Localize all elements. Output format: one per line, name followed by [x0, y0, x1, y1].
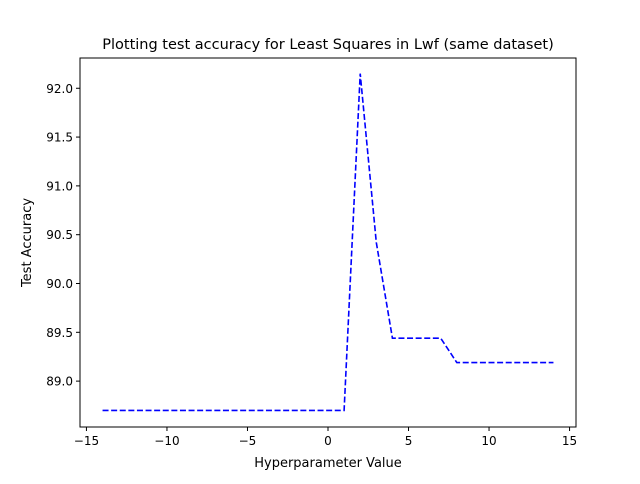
x-tick-label: −15 — [74, 434, 99, 448]
x-tick-label: −10 — [154, 434, 179, 448]
y-tick-label: 90.5 — [46, 228, 73, 242]
axes-frame — [79, 57, 577, 428]
y-tick-label: 89.0 — [46, 375, 73, 389]
x-tick-label: 5 — [405, 434, 413, 448]
x-tick-label: −5 — [239, 434, 257, 448]
y-tick-label: 91.0 — [46, 179, 73, 193]
y-tick-label: 91.5 — [46, 131, 73, 145]
x-tick-label: 0 — [324, 434, 332, 448]
y-tick-label: 92.0 — [46, 82, 73, 96]
x-axis-label: Hyperparameter Value — [254, 456, 402, 471]
chart-title: Plotting test accuracy for Least Squares… — [102, 37, 553, 53]
y-axis-label: Test Accuracy — [20, 198, 35, 288]
series-group — [102, 73, 554, 412]
y-tick-label: 89.5 — [46, 326, 73, 340]
series-line-0 — [102, 73, 554, 412]
axis-ticks: −15 −10 −5 0 5 10 15 89.0 89.5 90.0 90.5 91.0 91.5 92… — [46, 82, 577, 448]
y-tick-label: 90.0 — [46, 277, 73, 291]
x-tick-label: 15 — [562, 434, 577, 448]
x-tick-label: 10 — [481, 434, 496, 448]
